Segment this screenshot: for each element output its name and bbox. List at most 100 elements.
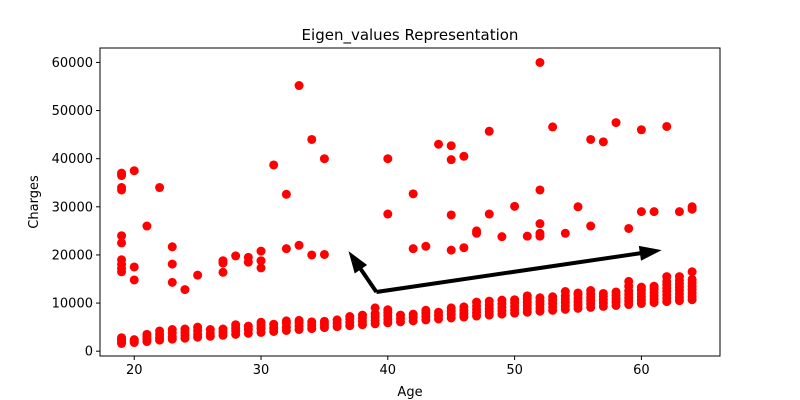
data-point (434, 307, 444, 317)
data-point (522, 291, 532, 301)
data-point (383, 209, 393, 219)
data-point (205, 325, 215, 335)
data-point (598, 137, 608, 147)
data-point (421, 305, 431, 315)
data-point (548, 292, 558, 302)
data-point (510, 295, 520, 305)
data-point (256, 317, 266, 327)
data-point (117, 238, 127, 248)
y-tick-label: 50000 (52, 104, 93, 119)
x-tick-label: 50 (506, 363, 523, 378)
data-point (674, 207, 684, 217)
data-point (243, 321, 253, 331)
data-point (193, 322, 203, 332)
data-point (459, 243, 469, 253)
data-point (129, 262, 139, 272)
data-point (256, 263, 266, 273)
data-point (332, 315, 342, 325)
data-point (180, 324, 190, 334)
data-point (345, 312, 355, 322)
data-point (636, 125, 646, 135)
data-point (129, 275, 139, 285)
arrow-shaft (376, 251, 643, 294)
data-point (446, 210, 456, 220)
data-point (383, 154, 393, 164)
data-point (117, 231, 127, 241)
data-point (636, 207, 646, 217)
data-point (307, 250, 317, 260)
data-point (281, 316, 291, 326)
direction-arrows (348, 245, 662, 294)
data-point (446, 245, 456, 255)
data-point (586, 221, 596, 231)
data-point (408, 309, 418, 319)
data-point (307, 134, 317, 144)
x-axis-label: Age (397, 385, 422, 400)
data-point (624, 276, 634, 286)
data-point (218, 324, 228, 334)
data-point (611, 287, 621, 297)
arrow-head (348, 251, 368, 274)
data-point (535, 57, 545, 67)
data-point (269, 160, 279, 170)
data-point (535, 219, 545, 229)
arrow-head (638, 245, 662, 261)
plot-area-frame (99, 47, 721, 357)
data-point (142, 329, 152, 339)
data-point (408, 244, 418, 254)
data-point (434, 139, 444, 149)
data-point (281, 189, 291, 199)
y-tick-label: 0 (85, 345, 93, 360)
data-point (636, 282, 646, 292)
data-point (560, 287, 570, 297)
data-point (459, 151, 469, 161)
data-point (117, 168, 127, 178)
data-point (611, 118, 621, 128)
y-tick-label: 40000 (52, 152, 93, 167)
data-point (167, 242, 177, 252)
data-point (117, 183, 127, 193)
x-tick-label: 30 (253, 363, 270, 378)
data-point (243, 252, 253, 262)
data-points (117, 57, 697, 348)
data-point (294, 240, 304, 250)
data-point (421, 241, 431, 251)
data-point (117, 333, 127, 343)
data-point (687, 267, 697, 277)
data-point (497, 295, 507, 305)
data-point (408, 189, 418, 199)
y-tick-label: 30000 (52, 200, 93, 215)
data-point (319, 316, 329, 326)
data-point (155, 326, 165, 336)
x-tick-label: 60 (633, 363, 650, 378)
data-point (281, 244, 291, 254)
data-point (535, 185, 545, 195)
data-point (307, 317, 317, 327)
data-point (218, 256, 228, 266)
data-point (624, 223, 634, 233)
data-point (484, 296, 494, 306)
data-point (256, 256, 266, 266)
x-axis-ticks: 20 30 40 50 60 (126, 356, 650, 378)
data-point (687, 202, 697, 212)
data-point (129, 335, 139, 345)
data-point (662, 272, 672, 282)
y-tick-label: 20000 (52, 248, 93, 263)
data-point (269, 319, 279, 329)
data-point (180, 285, 190, 295)
data-point (370, 303, 380, 313)
data-point (573, 202, 583, 212)
chart-title: Eigen_values Representation (302, 26, 519, 45)
data-point (598, 288, 608, 298)
y-axis-ticks: 0 10000 20000 30000 40000 50000 60000 (52, 56, 100, 360)
data-point (383, 305, 393, 315)
data-point (446, 141, 456, 151)
data-point (586, 134, 596, 144)
data-point (510, 201, 520, 211)
data-point (193, 270, 203, 280)
y-tick-label: 10000 (52, 297, 93, 312)
data-point (560, 228, 570, 238)
data-point (649, 281, 659, 291)
data-point (662, 121, 672, 131)
data-point (319, 154, 329, 164)
